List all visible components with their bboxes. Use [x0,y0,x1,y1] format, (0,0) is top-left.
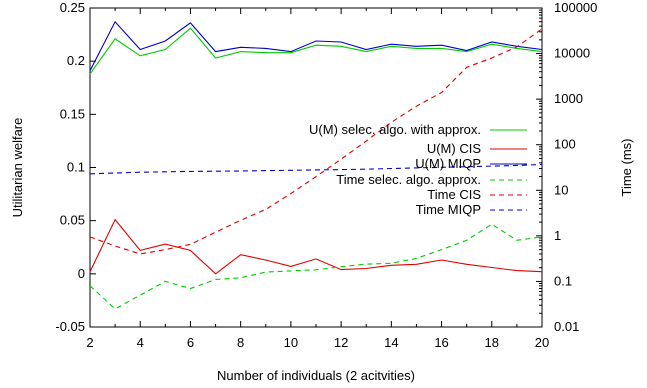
series-layer [89,20,543,310]
series-line-u-m-cis [89,218,543,275]
series-line-time-selec-algo-approx [89,223,543,310]
y-right-tick-label: 100 [554,137,576,152]
legend-label-u-m-selec-algo-with-approx: U(M) selec. algo. with approx. [309,122,481,137]
x-tick-label: 6 [187,335,194,350]
y-right-tick-label: 1000 [554,91,583,106]
x-tick-label: 20 [535,335,549,350]
series-line-time-miqp [89,163,543,175]
y-left-tick-label: 0 [78,266,85,281]
y-left-tick-label: 0.25 [60,0,85,15]
legend-label-u-m-cis: U(M) CIS [427,141,481,156]
y-right-tick-label: 1 [554,228,561,243]
x-tick-label: 4 [137,335,144,350]
x-tick-label: 16 [434,335,448,350]
x-tick-label: 10 [284,335,298,350]
series-line-u-m-selec-algo-with-approx [89,27,543,75]
x-tick-label: 12 [334,335,348,350]
legend-label-time-selec-algo-approx: Time selec. algo. approx. [336,172,481,187]
legend: U(M) selec. algo. with approx. U(M) CISU(… [309,122,527,217]
y-axis-left-label: Utilitarian welfare [10,118,25,218]
y-axis-right-label: Time (ms) [619,138,634,196]
y-right-tick-label: 0.01 [554,319,579,334]
y-left-tick-label: 0.2 [67,53,85,68]
series-line-time-cis [89,28,543,255]
y-right-tick-label: 0.1 [554,273,572,288]
legend-label-time-miqp: Time MIQP [416,202,481,217]
x-tick-label: 18 [485,335,499,350]
y-left-tick-label: -0.05 [55,319,85,334]
y-right-tick-label: 100000 [554,0,597,15]
y-left-tick-label: 0.1 [67,160,85,175]
x-tick-label: 2 [86,335,93,350]
x-axis-label: Number of individuals (2 acitvities) [217,368,415,383]
legend-label-time-cis: Time CIS [427,187,481,202]
x-tick-label: 14 [384,335,398,350]
ticks-layer: 2 4 6 8 10 12 14 16 18 20 -0.05 0 0.05 0.1 0.15 0.2 0.25… [55,0,597,350]
y-left-tick-label: 0.05 [60,213,85,228]
y-right-tick-label: 10 [554,182,568,197]
y-left-tick-label: 0.15 [60,106,85,121]
x-tick-label: 8 [237,335,244,350]
y-right-tick-label: 10000 [554,46,590,61]
legend-label-u-m-miqp: U(M) MIQP [415,156,481,171]
series-line-u-m-miqp [89,20,543,71]
